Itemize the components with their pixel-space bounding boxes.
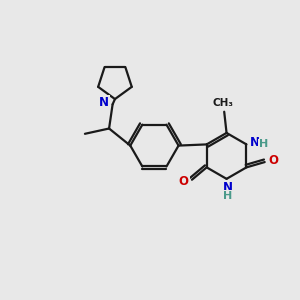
Text: O: O [179, 175, 189, 188]
Text: H: H [259, 140, 268, 149]
Text: H: H [224, 191, 233, 201]
Text: N: N [99, 96, 110, 110]
Text: N: N [250, 136, 260, 148]
Text: O: O [268, 154, 278, 167]
Text: CH₃: CH₃ [212, 98, 233, 109]
Text: N: N [223, 181, 233, 194]
